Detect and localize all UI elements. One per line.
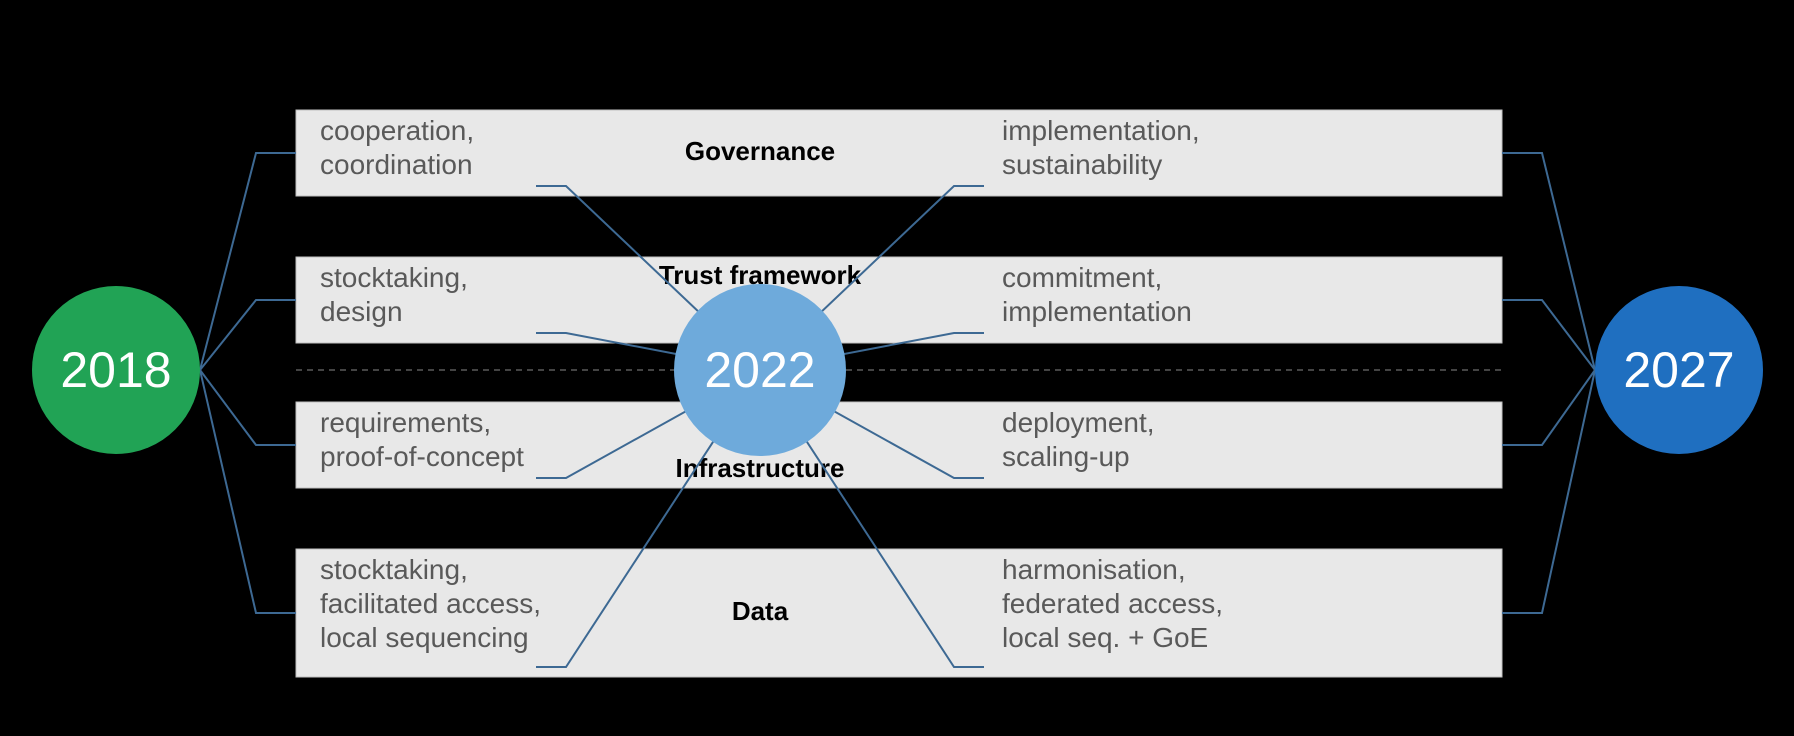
track-left-text: local sequencing: [320, 622, 529, 653]
track-header: Infrastructure: [675, 453, 844, 483]
track-left-text: proof-of-concept: [320, 441, 524, 472]
track-right-text: local seq. + GoE: [1002, 622, 1208, 653]
track-right-text: implementation,: [1002, 115, 1200, 146]
track-row: [296, 257, 1502, 343]
track-left-text: stocktaking,: [320, 554, 468, 585]
track-right-text: implementation: [1002, 296, 1192, 327]
diagram-canvas: Governance cooperation,coordination implem…: [0, 0, 1794, 736]
track-right-text: federated access,: [1002, 588, 1223, 619]
track-right-text: scaling-up: [1002, 441, 1130, 472]
mid-year-circle-label: 2022: [704, 342, 815, 398]
track-header: Data: [732, 596, 789, 626]
track-right-text: commitment,: [1002, 262, 1162, 293]
track-header: Governance: [685, 136, 835, 166]
track-right-text: sustainability: [1002, 149, 1162, 180]
track-left-text: facilitated access,: [320, 588, 541, 619]
track-left-text: cooperation,: [320, 115, 474, 146]
track-right-text: harmonisation,: [1002, 554, 1186, 585]
track-left-text: requirements,: [320, 407, 491, 438]
track-left-text: coordination: [320, 149, 473, 180]
end-year-circle-label: 2027: [1623, 342, 1734, 398]
track-right-text: deployment,: [1002, 407, 1155, 438]
track-left-text: stocktaking,: [320, 262, 468, 293]
track-left-text: design: [320, 296, 403, 327]
track-row: [296, 110, 1502, 196]
start-year-circle-label: 2018: [60, 342, 171, 398]
